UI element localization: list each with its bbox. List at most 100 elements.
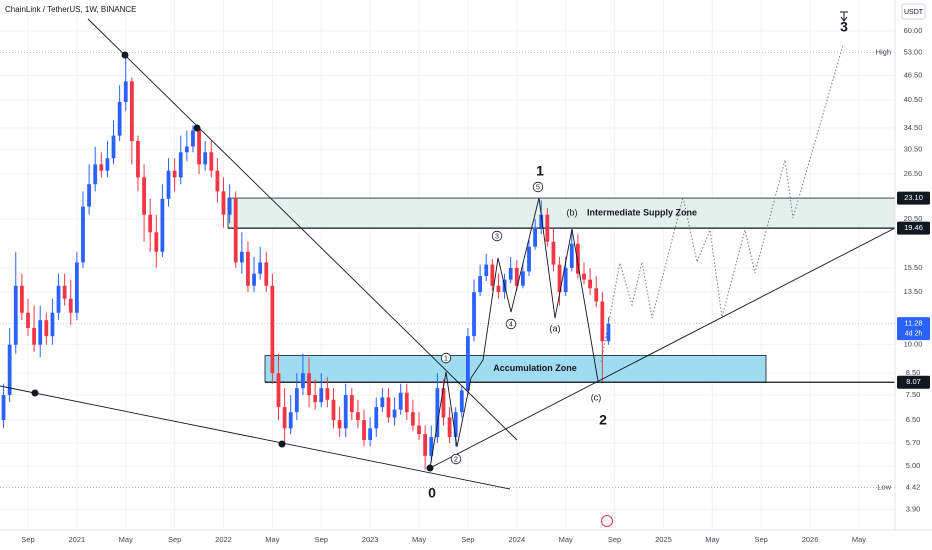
price-countdown: 4d 2h — [905, 330, 923, 337]
candle-body — [123, 81, 128, 102]
unit-box — [901, 3, 926, 20]
projection-path — [600, 44, 844, 363]
wave-circle — [491, 230, 503, 242]
pivot-dot — [426, 464, 434, 472]
candle-body — [331, 399, 336, 421]
trendline — [0, 385, 511, 490]
zone-label: Accumulation Zone — [493, 363, 577, 373]
candle-body — [606, 323, 611, 342]
candle-body — [569, 243, 574, 268]
candle-body — [111, 135, 116, 159]
x-tick-label: May — [559, 535, 573, 544]
candle-body — [209, 152, 214, 171]
subwave-label: 5 — [536, 184, 540, 191]
candle-body — [50, 312, 55, 337]
candle-body — [582, 273, 586, 280]
candle-body — [62, 285, 67, 299]
candle-body — [19, 285, 24, 313]
x-tick-label: Sep — [21, 535, 34, 544]
candle-body — [466, 336, 470, 391]
candle-body — [539, 214, 544, 228]
candle-body — [68, 298, 73, 313]
pivot-dot — [193, 124, 201, 132]
zone-label: Intermediate Supply Zone — [587, 207, 697, 217]
candle-body — [178, 152, 183, 178]
y-tick-label: 15.50 — [904, 263, 923, 272]
candle-body — [87, 184, 91, 207]
y-tick-label: 6.50 — [906, 415, 921, 424]
price-label-box — [897, 375, 930, 389]
wave-label: 0 — [428, 485, 436, 501]
pivot-dot — [278, 440, 286, 448]
annotations: Intermediate Supply Zone Accumulation Zon… — [428, 19, 848, 501]
candle-body — [142, 177, 146, 215]
zone — [264, 355, 767, 383]
candle-body — [514, 267, 519, 286]
candle-body — [239, 251, 244, 263]
x-tick-label: Sep — [168, 535, 181, 544]
axes: 60.0046.5040.5034.5030.5026.5020.5015.50… — [21, 26, 930, 544]
candles — [1, 52, 611, 470]
candle-body — [166, 170, 171, 199]
candle-body — [74, 262, 79, 313]
candle-body — [117, 101, 122, 136]
candle-body — [459, 390, 464, 413]
x-tick-label: 2021 — [69, 535, 86, 544]
extreme-name: Low — [877, 483, 891, 492]
x-tick-label: 2025 — [655, 535, 672, 544]
candle-body — [319, 388, 324, 403]
candle-body — [221, 191, 226, 215]
candle-body — [337, 420, 342, 429]
zone — [227, 197, 896, 229]
candle-body — [105, 158, 110, 171]
chart-title: ChainLink / TetherUS, 1W, BINANCE — [5, 5, 136, 14]
pivot-dot — [121, 51, 129, 59]
candle-body — [533, 227, 538, 247]
wave-label: 1 — [536, 163, 544, 179]
logo-icon — [601, 515, 613, 527]
candle-body — [594, 288, 599, 302]
candle-body — [551, 241, 556, 265]
trendline — [429, 227, 896, 469]
wave-circle — [532, 181, 544, 193]
extreme-label: 53.00 — [904, 48, 923, 57]
candle-body — [172, 170, 177, 178]
y-tick-label: 8.50 — [906, 368, 921, 377]
y-tick-label: 20.50 — [904, 214, 923, 223]
candle-body — [349, 395, 354, 413]
candle-body — [270, 285, 275, 374]
candle-body — [1, 395, 6, 421]
wave-circle — [505, 318, 517, 330]
candle-body — [38, 320, 43, 345]
x-tick-label: Sep — [461, 535, 474, 544]
candle-body — [362, 420, 366, 441]
price-label: 8.07 — [906, 377, 921, 386]
candle-body — [81, 206, 85, 263]
extreme-label: 4.42 — [906, 483, 921, 492]
x-tick-label: Sep — [755, 535, 768, 544]
x-tick-label: May — [265, 535, 279, 544]
subwave-label: 3 — [495, 233, 499, 240]
candle-body — [282, 407, 287, 429]
candle-body — [252, 273, 256, 286]
y-tick-label: 5.00 — [906, 461, 921, 470]
subwave-label: (c) — [591, 392, 602, 402]
candle-body — [447, 417, 452, 438]
price-label: 23.10 — [904, 193, 923, 202]
candle-body — [325, 388, 330, 400]
candle-body — [343, 395, 348, 429]
candle-body — [435, 388, 440, 438]
trendlines — [0, 18, 896, 490]
candle-body — [301, 373, 305, 389]
wave-path — [429, 197, 599, 469]
subwave-label: 1 — [444, 355, 448, 362]
candle-body — [136, 141, 140, 178]
candle-body — [129, 81, 134, 142]
candle-body — [276, 373, 281, 408]
candle-body — [417, 425, 421, 435]
candle-body — [508, 267, 513, 280]
candle-body — [453, 412, 458, 438]
y-tick-label: 5.70 — [906, 438, 921, 447]
subwave-label: (a) — [550, 323, 561, 333]
wave-circle — [450, 453, 462, 465]
